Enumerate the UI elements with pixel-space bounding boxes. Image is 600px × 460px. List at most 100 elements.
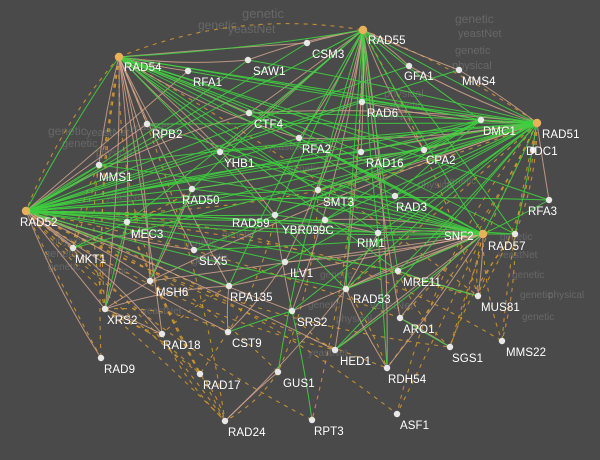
edge-MKT1-MEC3 — [72, 221, 128, 249]
edge-CST9-RAD17 — [199, 331, 229, 375]
edge-RAD51-ILV1 — [284, 122, 538, 263]
node-SLX5[interactable] — [190, 246, 198, 254]
node-RIM1[interactable] — [374, 229, 382, 237]
node-RPB2[interactable] — [143, 120, 151, 128]
edge-ILV1-CST9 — [227, 261, 286, 333]
node-SNF2[interactable] — [478, 229, 488, 239]
edge-RAD54-RAD24 — [118, 56, 226, 422]
node-RAD59[interactable] — [271, 211, 279, 219]
node-ASF1[interactable] — [393, 410, 401, 418]
edge-RAD17-RAD24 — [199, 373, 226, 422]
edge-RAD51-SNF2 — [482, 122, 538, 235]
edge-RAD18-RAD24 — [161, 333, 226, 422]
node-ARO1[interactable] — [396, 314, 404, 322]
node-RAD18[interactable] — [158, 330, 166, 338]
edge-RPT3-SRS2 — [291, 310, 313, 421]
edge-RAD54-MEC3 — [118, 56, 129, 223]
node-RFA1[interactable] — [184, 67, 192, 75]
node-CSM3[interactable] — [303, 39, 311, 47]
edge-RAD51-MUS81 — [477, 122, 538, 297]
edge-RAD51-YBR099C — [324, 122, 538, 221]
edge-RDH54-RAD53 — [345, 288, 388, 369]
edge-RAD52-SAW1 — [25, 59, 249, 212]
edge-RAD54-MMS1 — [98, 56, 120, 166]
node-MEC3[interactable] — [123, 218, 131, 226]
edge-RAD51-ASF1 — [396, 122, 538, 415]
edge-RAD54-RPA135 — [118, 56, 230, 287]
node-ILV1[interactable] — [281, 258, 289, 266]
node-RAD9[interactable] — [97, 354, 105, 362]
edge-RAD52-RAD55 — [25, 29, 364, 212]
node-MKT1[interactable] — [69, 244, 77, 252]
node-MSH6[interactable] — [146, 277, 154, 285]
node-RPA135[interactable] — [225, 282, 233, 290]
node-RAD51[interactable] — [532, 118, 542, 128]
node-RFA3[interactable] — [545, 196, 553, 204]
edge-RFA3-SNF2 — [482, 199, 550, 235]
node-RAD55[interactable] — [358, 25, 368, 35]
node-YHB1[interactable] — [216, 148, 224, 156]
edge-RAD57-MMS22 — [501, 233, 516, 342]
node-YBR099C[interactable] — [321, 216, 329, 224]
node-RAD16[interactable] — [357, 148, 365, 156]
edge-RPA135-ILV1 — [228, 261, 286, 287]
node-SMT3[interactable] — [314, 186, 322, 194]
edge-DMC1-YBR099C — [324, 119, 482, 221]
edge-RAD52-YHB1 — [25, 151, 221, 212]
node-GFA1[interactable] — [405, 62, 413, 70]
edge-RAD52-SMT3 — [25, 189, 319, 212]
node-RDH54[interactable] — [383, 364, 391, 372]
node-RAD17[interactable] — [196, 370, 204, 378]
node-GUS1[interactable] — [274, 368, 282, 376]
edge-MSH6-RAD50 — [149, 188, 193, 282]
node-XRS2[interactable] — [101, 305, 109, 313]
node-RAD24[interactable] — [221, 417, 229, 425]
node-SGS1[interactable] — [446, 343, 454, 351]
edge-RAD52-RAD54 — [25, 56, 120, 212]
node-RPT3[interactable] — [308, 416, 316, 424]
node-SRS2[interactable] — [288, 307, 296, 315]
edge-SGS1-ARO1 — [399, 317, 451, 348]
node-SAW1[interactable] — [244, 56, 252, 64]
edge-RAD55-SRS2 — [291, 29, 364, 312]
node-RAD50[interactable] — [188, 185, 196, 193]
edge-RAD52-ILV1 — [25, 210, 286, 263]
node-DMC1[interactable] — [477, 116, 485, 124]
edge-RAD51-MMS1 — [98, 122, 538, 166]
node-RAD57[interactable] — [511, 230, 519, 238]
edge-RAD55-MEC3 — [126, 29, 364, 223]
edge-RAD51-CTF4 — [248, 112, 538, 124]
edge-RAD55-SNF2 — [362, 29, 484, 235]
node-MMS22[interactable] — [498, 337, 506, 345]
edge-RAD55-RPA135 — [228, 29, 364, 287]
node-HED1[interactable] — [331, 346, 339, 354]
node-CST9[interactable] — [224, 328, 232, 336]
node-RFA2[interactable] — [295, 134, 303, 142]
edge-SNF2-RFA2 — [298, 137, 484, 235]
node-MMS1[interactable] — [95, 161, 103, 169]
node-MUS81[interactable] — [474, 292, 482, 300]
node-RAD54[interactable] — [114, 52, 124, 62]
edge-RAD51-MSH6 — [149, 122, 538, 282]
edge-RAD51-GFA1 — [408, 65, 538, 124]
node-DDC1[interactable] — [529, 146, 537, 154]
edge-DMC1-RAD3 — [394, 119, 482, 197]
edge-RAD51-RFA3 — [536, 122, 550, 201]
edge-RAD52-RPA135 — [25, 210, 230, 287]
node-CTF4[interactable] — [245, 109, 253, 117]
edge-DMC1-RAD59 — [274, 119, 482, 216]
edge-SNF2-MSH6 — [149, 233, 484, 282]
edge-SNF2-RAD50 — [191, 188, 484, 235]
node-MMS4[interactable] — [455, 66, 463, 74]
edge-SLX5-RAD59 — [193, 214, 276, 251]
edge-SNF2-SRS2 — [291, 233, 484, 312]
node-MRE11[interactable] — [394, 267, 402, 275]
node-CPA2[interactable] — [420, 146, 428, 154]
node-RAD6[interactable] — [358, 98, 366, 106]
node-RAD52[interactable] — [21, 206, 31, 216]
edge-RAD51-RAD53 — [345, 122, 538, 290]
edge-RAD52-MMS1 — [25, 164, 100, 212]
node-RAD53[interactable] — [342, 285, 350, 293]
node-RAD3[interactable] — [391, 192, 399, 200]
